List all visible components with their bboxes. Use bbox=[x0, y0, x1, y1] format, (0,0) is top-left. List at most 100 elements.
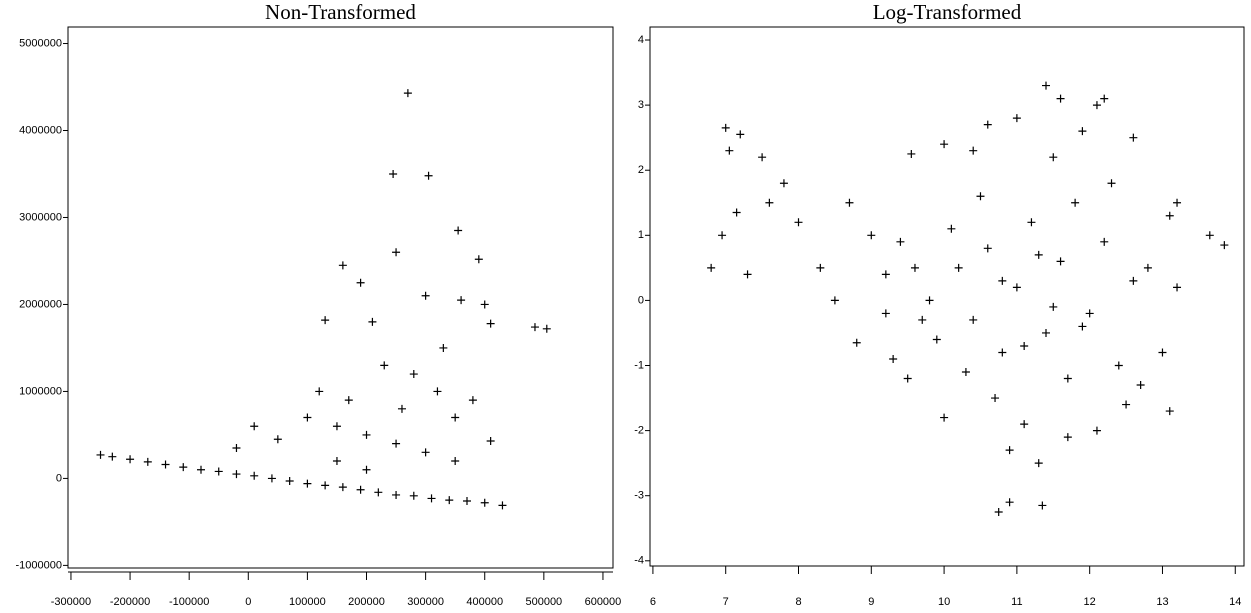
x-tick-label: 12 bbox=[1084, 596, 1096, 608]
point bbox=[794, 218, 803, 227]
point bbox=[721, 123, 730, 132]
point bbox=[457, 296, 466, 305]
point bbox=[409, 370, 418, 379]
point bbox=[1143, 263, 1152, 272]
point bbox=[196, 465, 205, 474]
point bbox=[1085, 309, 1094, 318]
point bbox=[321, 316, 330, 325]
point bbox=[427, 494, 436, 503]
point bbox=[830, 296, 839, 305]
point bbox=[392, 439, 401, 448]
chart-title: Non-Transformed bbox=[265, 0, 416, 24]
point bbox=[925, 296, 934, 305]
chart-title: Log-Transformed bbox=[873, 0, 1022, 24]
point bbox=[454, 226, 463, 235]
point bbox=[332, 422, 341, 431]
point bbox=[96, 450, 105, 459]
point bbox=[881, 270, 890, 279]
point bbox=[451, 457, 460, 466]
point bbox=[267, 474, 276, 483]
point bbox=[1005, 446, 1014, 455]
point bbox=[765, 198, 774, 207]
point bbox=[451, 413, 460, 422]
point bbox=[932, 335, 941, 344]
x-tick-label: 400000 bbox=[466, 596, 503, 608]
x-tick-label: 8 bbox=[795, 596, 801, 608]
point bbox=[707, 263, 716, 272]
point bbox=[421, 291, 430, 300]
y-tick-label: 4000000 bbox=[19, 124, 62, 136]
point bbox=[389, 169, 398, 178]
point bbox=[480, 498, 489, 507]
point bbox=[852, 338, 861, 347]
point bbox=[725, 146, 734, 155]
point bbox=[1056, 94, 1065, 103]
point bbox=[1220, 241, 1229, 250]
point bbox=[445, 496, 454, 505]
point bbox=[1012, 114, 1021, 123]
point bbox=[424, 171, 433, 180]
point bbox=[743, 270, 752, 279]
point bbox=[1078, 127, 1087, 136]
point bbox=[954, 263, 963, 272]
point bbox=[910, 263, 919, 272]
point bbox=[161, 460, 170, 469]
point bbox=[1136, 381, 1145, 390]
point bbox=[918, 315, 927, 324]
point bbox=[732, 208, 741, 217]
point bbox=[362, 430, 371, 439]
point bbox=[433, 387, 442, 396]
x-tick-label: 500000 bbox=[525, 596, 562, 608]
point bbox=[486, 437, 495, 446]
point bbox=[779, 179, 788, 188]
y-tick-label: -1 bbox=[634, 359, 644, 371]
x-tick-label: 6 bbox=[650, 596, 656, 608]
point bbox=[380, 361, 389, 370]
point bbox=[947, 224, 956, 233]
point bbox=[356, 485, 365, 494]
point bbox=[250, 471, 259, 480]
point bbox=[232, 470, 241, 479]
x-tick-label: 200000 bbox=[348, 596, 385, 608]
point bbox=[998, 276, 1007, 285]
point bbox=[143, 457, 152, 466]
point bbox=[480, 300, 489, 309]
point bbox=[1020, 341, 1029, 350]
point bbox=[845, 198, 854, 207]
y-tick-label: 1000000 bbox=[19, 385, 62, 397]
point bbox=[867, 231, 876, 240]
point bbox=[1122, 400, 1131, 409]
point bbox=[332, 457, 341, 466]
point bbox=[1100, 237, 1109, 246]
x-tick-label: -300000 bbox=[51, 596, 91, 608]
point bbox=[816, 263, 825, 272]
point bbox=[969, 315, 978, 324]
point bbox=[1100, 94, 1109, 103]
point bbox=[403, 89, 412, 98]
point bbox=[303, 413, 312, 422]
point bbox=[1173, 283, 1182, 292]
point bbox=[1092, 426, 1101, 435]
point bbox=[940, 413, 949, 422]
y-tick-label: 5000000 bbox=[19, 37, 62, 49]
point bbox=[1012, 283, 1021, 292]
point bbox=[542, 324, 551, 333]
point bbox=[397, 404, 406, 413]
point bbox=[285, 477, 294, 486]
y-tick-label: 0 bbox=[638, 294, 644, 306]
point bbox=[303, 479, 312, 488]
x-tick-label: 7 bbox=[723, 596, 729, 608]
point bbox=[1071, 198, 1080, 207]
point bbox=[1020, 420, 1029, 429]
y-tick-label: 1 bbox=[638, 229, 644, 241]
point bbox=[321, 481, 330, 490]
y-tick-label: -3 bbox=[634, 490, 644, 502]
point bbox=[1129, 133, 1138, 142]
point bbox=[1078, 322, 1087, 331]
point bbox=[108, 452, 117, 461]
point bbox=[961, 368, 970, 377]
point bbox=[1005, 498, 1014, 507]
point bbox=[1165, 407, 1174, 416]
point bbox=[462, 497, 471, 506]
